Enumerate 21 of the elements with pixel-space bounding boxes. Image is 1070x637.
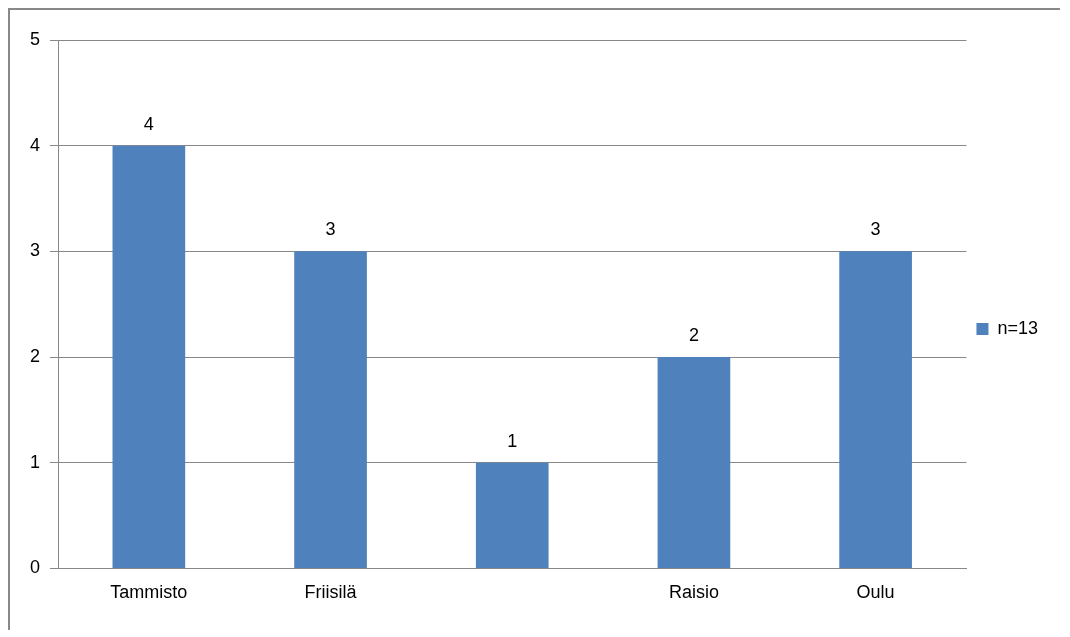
data-label: 3 [870, 219, 881, 240]
data-label: 3 [325, 219, 336, 240]
y-tick-label: 1 [30, 451, 41, 472]
y-tick-label: 3 [30, 240, 41, 261]
data-label: 2 [688, 325, 699, 346]
bar [475, 462, 549, 568]
data-label: 4 [143, 113, 154, 134]
bar [112, 145, 186, 568]
legend-label: n=13 [997, 317, 1038, 338]
y-tick-label: 5 [30, 28, 41, 49]
bar [839, 251, 912, 568]
x-tick-label: Oulu [856, 582, 895, 603]
data-label: 1 [507, 430, 518, 451]
bar [294, 251, 367, 568]
y-tick-label: 4 [30, 134, 41, 155]
bar [657, 357, 731, 568]
x-tick-label: Tammisto [110, 582, 188, 603]
y-tick-label: 0 [30, 557, 41, 578]
x-tick-label: Friisilä [304, 582, 358, 603]
x-tick-label: Raisio [668, 582, 719, 603]
y-tick-label: 2 [30, 346, 41, 367]
